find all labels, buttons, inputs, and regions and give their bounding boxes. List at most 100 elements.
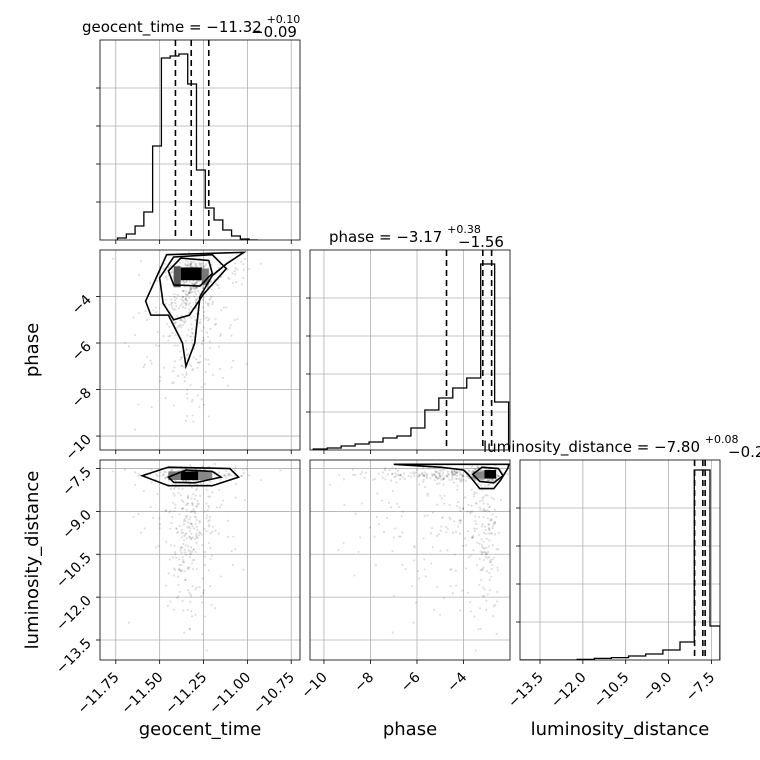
sample-point <box>200 482 203 485</box>
sample-point <box>177 568 181 571</box>
sample-point <box>484 509 487 512</box>
x-tick-label-phase-1: −8 <box>351 670 377 696</box>
sample-point <box>375 515 378 519</box>
sample-point <box>433 478 436 482</box>
sample-point <box>184 320 187 323</box>
sample-point <box>480 568 483 571</box>
sample-point <box>183 539 186 542</box>
sample-point <box>195 505 198 508</box>
sample-point <box>459 473 462 476</box>
sample-point <box>188 530 192 533</box>
sample-point <box>475 527 478 530</box>
sample-point <box>443 476 446 479</box>
sample-point <box>185 290 188 293</box>
sample-point <box>182 500 185 504</box>
sample-point <box>189 263 192 266</box>
sample-point <box>139 260 143 263</box>
sample-point <box>173 308 176 311</box>
sample-point <box>226 268 230 271</box>
sample-point <box>396 469 400 472</box>
sample-point <box>472 549 475 552</box>
sample-point <box>418 474 421 478</box>
sample-point <box>194 516 198 519</box>
sample-point <box>201 336 205 339</box>
sample-point <box>189 464 192 467</box>
sample-point <box>377 523 381 526</box>
sample-point <box>196 500 199 503</box>
sample-point <box>231 564 235 567</box>
sample-point <box>164 262 167 266</box>
sample-point <box>207 335 210 338</box>
sample-point <box>225 306 228 309</box>
sample-point <box>204 370 207 374</box>
sample-point <box>158 474 162 478</box>
sample-point <box>451 472 454 475</box>
sample-point <box>487 532 491 535</box>
sample-point <box>184 302 187 305</box>
sample-point <box>438 475 441 478</box>
sample-point <box>180 569 183 572</box>
sample-point <box>455 505 459 508</box>
sample-point <box>185 415 189 418</box>
sample-point <box>184 544 187 547</box>
sample-point <box>181 507 184 510</box>
sample-point <box>155 311 158 314</box>
sample-point <box>421 472 424 475</box>
sample-point <box>481 496 484 500</box>
luminosity-distance-title-plus: +0.08 <box>705 433 739 446</box>
sample-point <box>469 512 472 515</box>
sample-point <box>430 473 433 476</box>
sample-point <box>440 469 443 472</box>
sample-point <box>195 505 198 508</box>
sample-point <box>170 469 173 472</box>
sample-point <box>172 492 175 495</box>
sample-point <box>487 483 490 486</box>
sample-point <box>198 521 201 524</box>
sample-point <box>169 544 172 547</box>
sample-point <box>342 541 345 544</box>
sample-point <box>228 277 231 281</box>
sample-point <box>451 470 454 474</box>
sample-point <box>190 510 193 513</box>
sample-point <box>222 499 225 502</box>
sample-point <box>214 322 218 326</box>
sample-point <box>179 569 182 572</box>
sample-point <box>208 523 211 526</box>
sample-point <box>199 321 202 324</box>
sample-point <box>479 508 482 511</box>
sample-point <box>188 280 191 283</box>
sample-point <box>399 474 402 477</box>
sample-point <box>198 405 201 408</box>
sample-point <box>219 506 222 509</box>
sample-point <box>181 305 185 309</box>
sample-point <box>434 475 438 479</box>
sample-point <box>172 404 176 407</box>
sample-point <box>188 518 191 521</box>
sample-point <box>191 369 194 372</box>
sample-point <box>399 535 402 538</box>
sample-point <box>422 478 425 481</box>
sample-point <box>491 527 494 530</box>
sample-point <box>495 548 498 551</box>
sample-point <box>208 519 211 522</box>
panel-frame-1-0 <box>99 249 301 451</box>
sample-point <box>441 474 444 477</box>
sample-point <box>188 555 192 559</box>
sample-point <box>227 535 230 538</box>
x-axis-label-phase: phase <box>383 719 437 740</box>
sample-point <box>234 483 238 486</box>
sample-point <box>174 299 177 302</box>
sample-point <box>209 327 212 331</box>
sample-point <box>417 475 420 478</box>
sample-point <box>196 487 199 490</box>
sample-point <box>191 282 194 285</box>
sample-point <box>170 268 174 271</box>
sample-point <box>188 536 191 539</box>
sample-point <box>211 530 214 533</box>
sample-point <box>207 520 210 523</box>
sample-point <box>489 561 492 564</box>
sample-point <box>202 314 205 317</box>
sample-point <box>458 471 461 474</box>
sample-point <box>167 339 170 342</box>
sample-point <box>387 501 390 504</box>
